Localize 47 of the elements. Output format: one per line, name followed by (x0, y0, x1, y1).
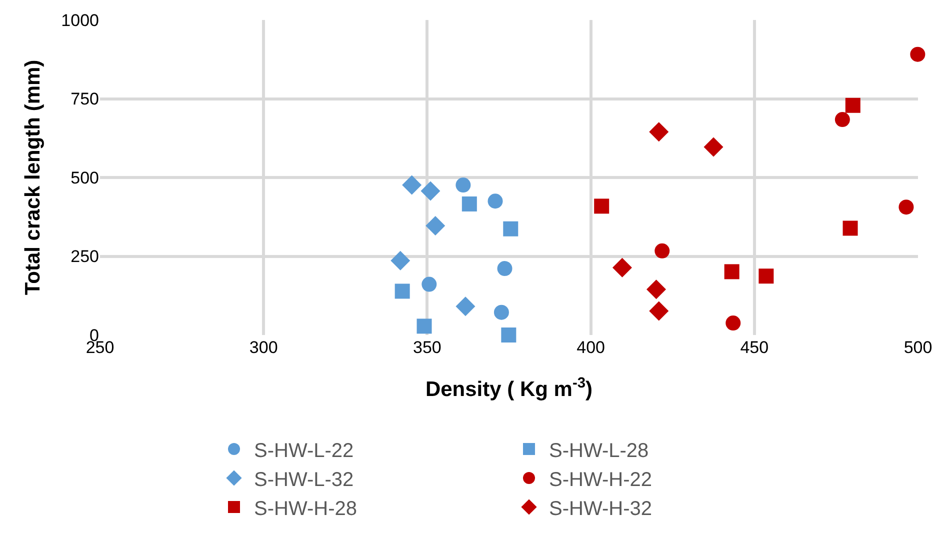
point (394, 284, 410, 299)
legend-label: S-HW-H-22 (549, 468, 652, 491)
point (488, 194, 503, 209)
point (497, 261, 512, 276)
y-axis-title: Total crack length (mm) (21, 60, 44, 296)
point (390, 250, 410, 270)
x-tick-label: 500 (904, 338, 932, 357)
point (426, 216, 446, 236)
point (594, 198, 610, 214)
point (654, 243, 670, 258)
y-tick-label: 1000 (61, 10, 99, 30)
x-tick-label: 300 (249, 338, 278, 357)
x-tick-label: 350 (413, 338, 442, 357)
x-tick-label: 450 (740, 338, 769, 357)
point (612, 258, 632, 278)
point (494, 304, 509, 320)
point (649, 122, 669, 142)
legend-label: S-HW-H-32 (549, 498, 652, 520)
legend-label: S-HW-H-28 (254, 498, 357, 520)
point (402, 175, 422, 195)
y-tick-label: 250 (70, 247, 99, 266)
point (842, 220, 858, 236)
point (845, 98, 860, 113)
point (834, 112, 850, 128)
y-tick-label: 500 (70, 168, 99, 188)
point (456, 178, 471, 193)
point (726, 316, 741, 331)
point (501, 328, 516, 342)
point (898, 200, 914, 215)
point (649, 301, 669, 321)
point (724, 264, 740, 280)
legend-label: S-HW-L-32 (254, 468, 354, 491)
legend-label: S-HW-L-28 (549, 440, 649, 462)
point (420, 181, 440, 201)
point (758, 268, 774, 284)
legend-label: S-HW-L-22 (254, 440, 354, 462)
point (416, 318, 432, 334)
point (456, 296, 476, 316)
point (910, 46, 926, 62)
point (503, 221, 518, 236)
point (462, 196, 477, 212)
x-tick-label: 400 (576, 338, 605, 357)
point (646, 280, 666, 300)
point (422, 276, 437, 292)
x-axis-title: Density ( Kg m$^{-3}$) (425, 375, 593, 402)
point (704, 137, 724, 157)
y-tick-label: 750 (70, 90, 99, 109)
